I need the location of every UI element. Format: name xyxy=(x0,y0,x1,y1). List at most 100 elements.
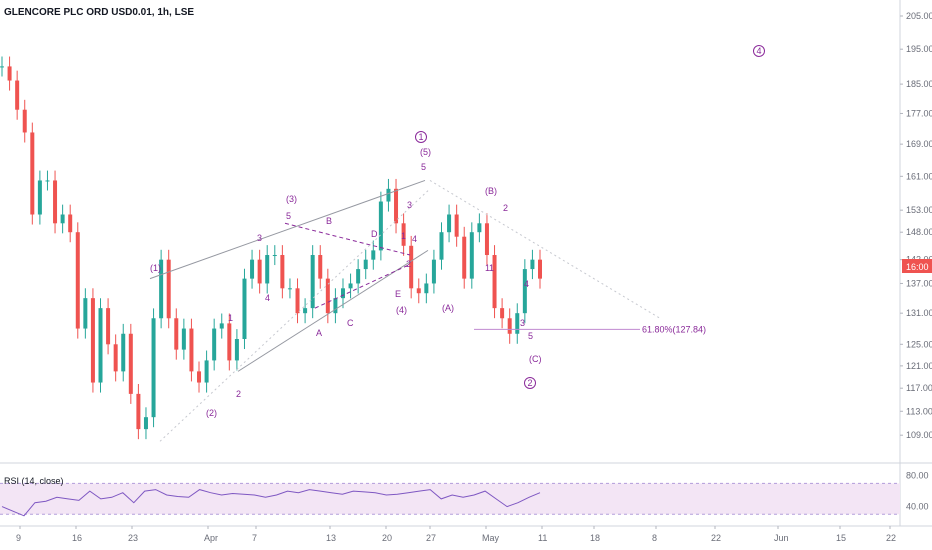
circled-wave-label: 4 xyxy=(753,45,765,57)
candle-body xyxy=(439,232,444,260)
x-tick-label: May xyxy=(482,533,500,543)
y-tick-label: 195.00 xyxy=(906,44,932,54)
time-axis[interactable]: 9 16 23 Apr 7 13 20 27 May 11 18 22 8 Jun 15 22 xyxy=(16,526,896,543)
projection-line xyxy=(159,188,431,442)
wave-label: 5 xyxy=(528,331,533,341)
candle-body xyxy=(234,339,239,361)
candle-body xyxy=(515,313,520,334)
candle-body xyxy=(181,328,186,350)
candle-body xyxy=(204,360,209,383)
rsi-title: RSI (14, close) xyxy=(4,476,64,486)
y-tick-label: 137.00 xyxy=(906,278,932,288)
candle-body xyxy=(37,180,42,215)
x-tick-label: 23 xyxy=(128,533,138,543)
candle-body xyxy=(386,188,391,202)
candle-body xyxy=(340,288,345,299)
x-tick-label: 20 xyxy=(382,533,392,543)
rsi-band xyxy=(0,483,900,515)
candle-body xyxy=(219,323,224,329)
wave-label: (C) xyxy=(529,354,542,364)
y-tick-label: 109.00 xyxy=(906,430,932,440)
lower-trendline xyxy=(237,249,429,372)
candle-body xyxy=(257,259,262,284)
candle-body xyxy=(500,308,505,319)
wave-label: (3) xyxy=(286,194,297,204)
candle-body xyxy=(507,318,512,334)
y-tick-label: 161.00 xyxy=(906,171,932,181)
candle-body xyxy=(189,328,194,372)
wave-label: 1 xyxy=(401,231,406,241)
candle-body xyxy=(53,180,58,224)
y-tick-label: 205.00 xyxy=(906,11,932,21)
candle-body xyxy=(333,298,338,314)
candle-body xyxy=(318,255,323,279)
grid xyxy=(0,0,932,527)
candle-body xyxy=(348,283,353,289)
candle-body xyxy=(7,66,12,81)
candle-body xyxy=(159,259,164,319)
x-tick-label: 22 xyxy=(886,533,896,543)
x-tick-label: 15 xyxy=(836,533,846,543)
x-tick-label: 22 xyxy=(711,533,721,543)
candle-body xyxy=(303,308,308,314)
wave-label: 1 xyxy=(485,263,490,273)
x-tick-label: Apr xyxy=(204,533,218,543)
candle-body xyxy=(98,308,103,383)
x-tick-label: 18 xyxy=(590,533,600,543)
candle-body xyxy=(166,259,171,319)
candle-body xyxy=(401,223,406,246)
wave-label: 4 xyxy=(412,234,417,244)
candle-body xyxy=(431,259,436,284)
triangle-upper-line xyxy=(284,222,411,256)
rsi-tick-label: 80.00 xyxy=(906,471,929,481)
candle-body xyxy=(454,214,459,237)
y-tick-label: 177.00 xyxy=(906,108,932,118)
y-tick-label: 185.00 xyxy=(906,79,932,89)
wave-label: (B) xyxy=(485,186,497,196)
candle-body xyxy=(60,214,65,224)
candle-body xyxy=(45,180,50,182)
candle-body xyxy=(121,333,126,372)
wave-label: 3 xyxy=(520,318,525,328)
candle-body xyxy=(30,132,35,215)
candle-body xyxy=(371,250,376,260)
candle-body xyxy=(90,298,95,383)
wave-label: 4 xyxy=(265,293,270,303)
candle-body xyxy=(15,80,20,110)
chart-title: GLENCORE PLC ORD USD0.01, 1h, LSE xyxy=(4,7,194,18)
candle-body xyxy=(310,255,315,309)
wave-label: 5 xyxy=(286,211,291,221)
candle-body xyxy=(143,417,148,430)
wave-label: B xyxy=(326,216,332,226)
x-tick-label: 7 xyxy=(252,533,257,543)
candle-body xyxy=(68,214,73,233)
rsi-line xyxy=(1,489,541,517)
candle-body xyxy=(227,323,232,361)
x-tick-label: 13 xyxy=(326,533,336,543)
wave-label: 1 xyxy=(489,263,494,273)
candle-body xyxy=(272,255,277,257)
upper-trendline xyxy=(149,179,426,280)
x-tick-label: 9 xyxy=(16,533,21,543)
candle-body xyxy=(356,269,361,284)
wave-circle xyxy=(753,45,765,57)
candle-body xyxy=(295,288,300,314)
candle-body xyxy=(22,109,27,133)
candle-body xyxy=(280,255,285,289)
candle-body xyxy=(113,344,118,372)
circled-wave-number: 1 xyxy=(419,132,424,142)
wave-label: (1) xyxy=(150,263,161,273)
candle-body xyxy=(151,318,156,418)
candle-body xyxy=(447,214,452,233)
candle-body xyxy=(363,259,368,270)
main-pane: 61.80%(127.84) (1) (2) 1 2 3 4 5 (3) A B C D E (4) 1 2 3 4… xyxy=(0,45,765,442)
price-axis[interactable]: 205.00 195.00 185.00 177.00 169.00 161.00 153.… xyxy=(900,11,932,440)
candle-body xyxy=(212,328,217,361)
x-tick-label: 27 xyxy=(426,533,436,543)
candle-body xyxy=(409,245,414,289)
x-tick-label: 11 xyxy=(538,533,547,543)
wave-label: (A) xyxy=(442,303,454,313)
candle-body xyxy=(424,283,429,294)
wave-label: (4) xyxy=(396,305,407,315)
